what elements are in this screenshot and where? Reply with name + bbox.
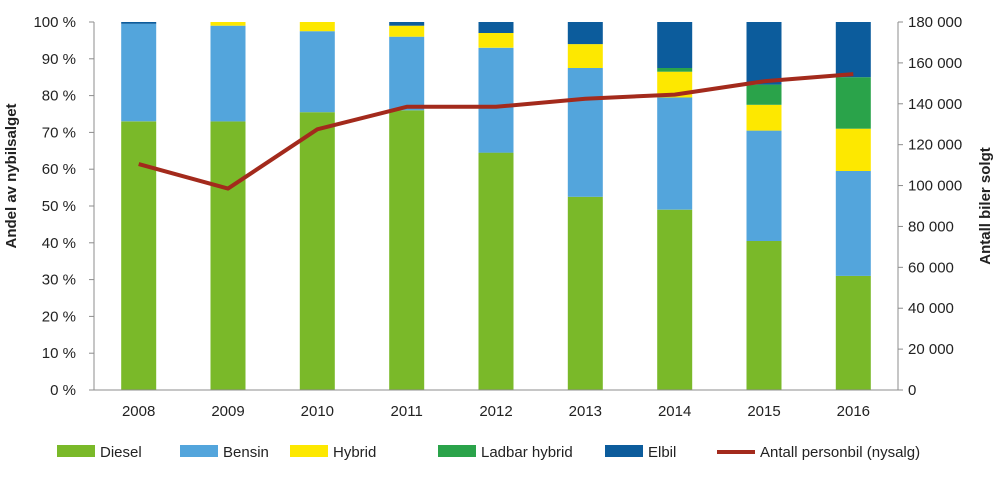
bar-segment-bensin-2011 bbox=[389, 36, 425, 111]
bar-segment-bensin-2008 bbox=[121, 23, 157, 122]
legend-label-hybrid: Hybrid bbox=[333, 444, 376, 461]
bar-segment-elbil-2011 bbox=[389, 22, 425, 26]
y-tick-label: 0 % bbox=[50, 382, 76, 399]
line-series-antall-personbil bbox=[138, 72, 854, 191]
y2-tick-label: 180 000 bbox=[908, 14, 962, 31]
legend-swatch-hybrid bbox=[290, 445, 328, 457]
y2-tick-label: 0 bbox=[908, 382, 916, 399]
bar-segment-diesel-2013 bbox=[567, 196, 603, 390]
y2-tick-label: 80 000 bbox=[908, 218, 954, 235]
bar-segment-hybrid-2015 bbox=[746, 104, 782, 131]
bar-segment-elbil-2008 bbox=[121, 22, 157, 24]
x-tick-label: 2009 bbox=[211, 403, 244, 420]
bar-segment-hybrid-2012 bbox=[478, 33, 514, 48]
legend-label-antall-personbil-nysalg: Antall personbil (nysalg) bbox=[760, 444, 920, 461]
bar-segment-ladbar-hybrid-2016 bbox=[835, 77, 871, 129]
right-axis-ticks: 0 20 000 40 000 60 000 80 000 100 000 120 000 1… bbox=[898, 14, 962, 399]
left-axis-ticks: 0 % 10 % 20 % 30 % 40 % 50 % 60 % 70 % 80 % 90 % 1… bbox=[33, 14, 94, 399]
bar-segment-ladbar-hybrid-2015 bbox=[746, 84, 782, 105]
y2-tick-label: 100 000 bbox=[908, 178, 962, 195]
legend: Diesel Bensin Hybrid Ladbar hybrid Elbil Anta… bbox=[57, 444, 920, 461]
bar-segment-ladbar-hybrid-2014 bbox=[657, 68, 693, 72]
y-tick-label: 90 % bbox=[42, 51, 76, 68]
y-tick-label: 30 % bbox=[42, 272, 76, 289]
y-tick-label: 20 % bbox=[42, 308, 76, 325]
y-tick-label: 50 % bbox=[42, 198, 76, 215]
x-tick-label: 2011 bbox=[391, 403, 423, 420]
y-tick-label: 100 % bbox=[33, 14, 76, 31]
bar-segment-diesel-2010 bbox=[299, 112, 335, 390]
bar-segment-hybrid-2013 bbox=[567, 44, 603, 68]
bar-segment-bensin-2015 bbox=[746, 130, 782, 241]
bar-segment-bensin-2014 bbox=[657, 97, 693, 210]
bar-segment-diesel-2008 bbox=[121, 121, 157, 391]
bar-segment-elbil-2012 bbox=[478, 22, 514, 33]
x-tick-label: 2014 bbox=[658, 403, 691, 420]
y2-tick-label: 120 000 bbox=[908, 137, 962, 154]
bar-segment-hybrid-2009 bbox=[210, 22, 246, 26]
x-axis-ticks: 2008 2009 2010 2011 2012 2013 2014 2015 2016 bbox=[122, 403, 870, 420]
y-tick-label: 60 % bbox=[42, 161, 76, 178]
bars-layer bbox=[121, 22, 871, 391]
bar-segment-diesel-2015 bbox=[746, 241, 782, 390]
legend-swatch-elbil bbox=[605, 445, 643, 457]
y2-tick-label: 160 000 bbox=[908, 55, 962, 72]
y-tick-label: 40 % bbox=[42, 235, 76, 252]
y2-tick-label: 40 000 bbox=[908, 300, 954, 317]
legend-swatch-diesel bbox=[57, 445, 95, 457]
bar-segment-diesel-2012 bbox=[478, 152, 514, 390]
bar-segment-elbil-2014 bbox=[657, 22, 693, 68]
y-tick-label: 80 % bbox=[42, 88, 76, 105]
legend-swatch-bensin bbox=[180, 445, 218, 457]
bar-segment-hybrid-2011 bbox=[389, 25, 425, 37]
bar-segment-elbil-2015 bbox=[746, 22, 782, 85]
bar-segment-bensin-2016 bbox=[835, 171, 871, 276]
bar-segment-bensin-2009 bbox=[210, 25, 246, 122]
bar-segment-diesel-2011 bbox=[389, 110, 425, 391]
y2-tick-label: 20 000 bbox=[908, 341, 954, 358]
y-tick-label: 70 % bbox=[42, 124, 76, 141]
y-tick-label: 10 % bbox=[42, 345, 76, 362]
x-tick-label: 2013 bbox=[569, 403, 602, 420]
legend-swatch-ladbar-hybrid bbox=[438, 445, 476, 457]
bar-segment-diesel-2009 bbox=[210, 121, 246, 391]
x-tick-label: 2008 bbox=[122, 403, 155, 420]
legend-label-elbil: Elbil bbox=[648, 444, 676, 461]
bar-segment-hybrid-2010 bbox=[299, 22, 335, 32]
legend-label-bensin: Bensin bbox=[223, 444, 269, 461]
bar-segment-elbil-2016 bbox=[835, 22, 871, 78]
legend-label-ladbar-hybrid: Ladbar hybrid bbox=[481, 444, 573, 461]
y2-axis-title: Antall biler solgt bbox=[977, 147, 994, 265]
bar-segment-diesel-2014 bbox=[657, 209, 693, 390]
y-axis-title: Andel av nybilsalget bbox=[3, 103, 20, 248]
x-tick-label: 2015 bbox=[747, 403, 780, 420]
bar-segment-bensin-2013 bbox=[567, 68, 603, 197]
y2-tick-label: 60 000 bbox=[908, 259, 954, 276]
legend-label-diesel: Diesel bbox=[100, 444, 142, 461]
x-tick-label: 2016 bbox=[837, 403, 870, 420]
bar-segment-bensin-2010 bbox=[299, 31, 335, 113]
line-layer bbox=[138, 72, 854, 191]
bar-segment-elbil-2013 bbox=[567, 22, 603, 45]
bar-segment-hybrid-2016 bbox=[835, 128, 871, 171]
y2-tick-label: 140 000 bbox=[908, 96, 962, 113]
x-tick-label: 2010 bbox=[301, 403, 334, 420]
bar-segment-bensin-2012 bbox=[478, 47, 514, 153]
bar-segment-diesel-2016 bbox=[835, 275, 871, 390]
x-tick-label: 2012 bbox=[479, 403, 512, 420]
